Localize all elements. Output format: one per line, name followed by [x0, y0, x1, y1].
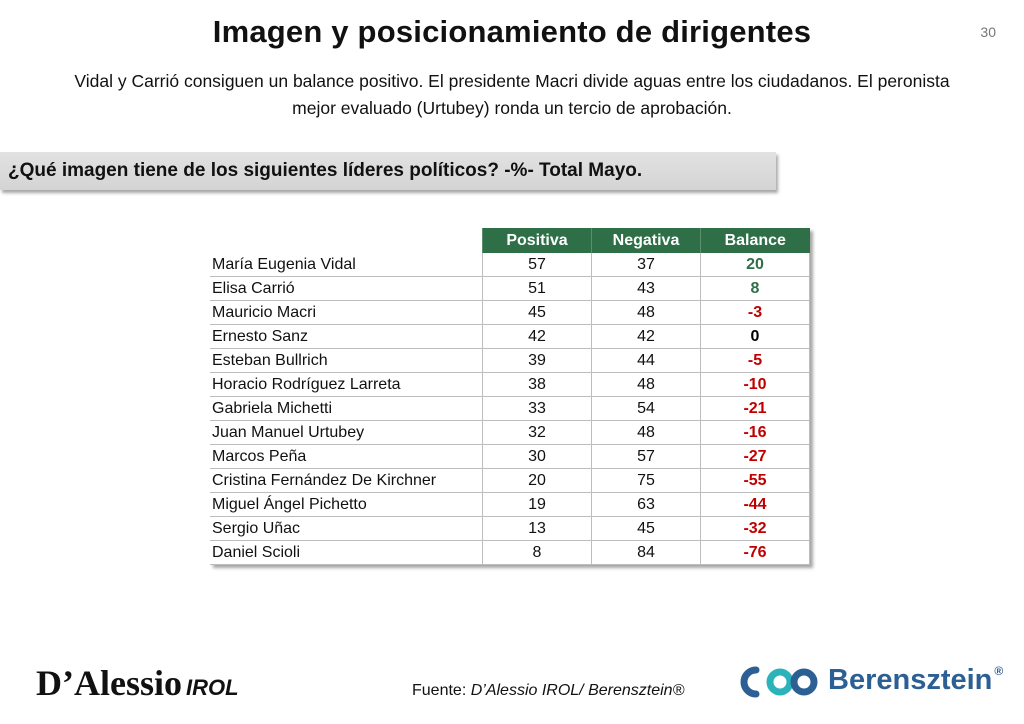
balance-cell: 20: [700, 253, 810, 277]
table-row: Daniel Scioli 8 84 -76: [210, 540, 810, 565]
leader-name-cell: María Eugenia Vidal: [210, 253, 483, 277]
positiva-cell: 32: [482, 420, 592, 445]
subtitle-line-1: Vidal y Carrió consiguen un balance posi…: [74, 71, 950, 91]
positiva-cell: 33: [482, 396, 592, 421]
positiva-cell: 20: [482, 468, 592, 493]
leader-name-cell: Marcos Peña: [210, 444, 483, 469]
positiva-cell: 8: [482, 540, 592, 565]
question-banner: ¿Qué imagen tiene de los siguientes líde…: [0, 152, 776, 190]
positiva-cell: 19: [482, 492, 592, 517]
dalessio-irol-logo: D’Alessio IROL: [36, 662, 239, 704]
table-row: María Eugenia Vidal 57 37 20: [210, 253, 810, 277]
source-note: Fuente: D’Alessio IROL/ Berensztein®: [412, 682, 684, 700]
table-row: Cristina Fernández De Kirchner 20 75 -55: [210, 468, 810, 493]
positiva-cell: 13: [482, 516, 592, 541]
berensztein-name: Berensztein: [828, 664, 993, 696]
table-row: Gabriela Michetti 33 54 -21: [210, 396, 810, 421]
balance-cell: -32: [700, 516, 810, 541]
table-row: Esteban Bullrich 39 44 -5: [210, 348, 810, 373]
negativa-cell: 75: [591, 468, 701, 493]
leader-name-cell: Esteban Bullrich: [210, 348, 483, 373]
negativa-cell: 54: [591, 396, 701, 421]
column-header-balance: Balance: [700, 228, 810, 253]
leaders-table: Positiva Negativa Balance María Eugenia …: [210, 228, 810, 565]
leader-name-cell: Mauricio Macri: [210, 300, 483, 325]
image-table: Positiva Negativa Balance María Eugenia …: [210, 228, 810, 565]
source-prefix: Fuente:: [412, 682, 471, 699]
negativa-cell: 44: [591, 348, 701, 373]
table-row: Marcos Peña 30 57 -27: [210, 444, 810, 469]
table-row: Horacio Rodríguez Larreta 38 48 -10: [210, 372, 810, 397]
negativa-cell: 63: [591, 492, 701, 517]
leader-name-cell: Daniel Scioli: [210, 540, 483, 565]
table-row: Elisa Carrió 51 43 8: [210, 276, 810, 301]
positiva-cell: 51: [482, 276, 592, 301]
balance-cell: -44: [700, 492, 810, 517]
berensztein-rings-icon: [740, 666, 818, 698]
registered-mark: ®: [994, 664, 1004, 678]
column-header-positiva: Positiva: [482, 228, 592, 253]
berensztein-logo-text: Berensztein ®: [828, 664, 1003, 697]
page-title: Imagen y posicionamiento de dirigentes: [212, 14, 812, 49]
balance-cell: 8: [700, 276, 810, 301]
leader-name-cell: Gabriela Michetti: [210, 396, 483, 421]
berensztein-logo: Berensztein ®: [736, 664, 1006, 700]
leader-name-cell: Sergio Uñac: [210, 516, 483, 541]
negativa-cell: 42: [591, 324, 701, 349]
dalessio-logo-text: D’Alessio: [36, 663, 182, 703]
balance-cell: -10: [700, 372, 810, 397]
balance-cell: -27: [700, 444, 810, 469]
negativa-cell: 43: [591, 276, 701, 301]
leader-name-cell: Horacio Rodríguez Larreta: [210, 372, 483, 397]
subtitle-line-2: mejor evaluado (Urtubey) ronda un tercio…: [292, 98, 732, 118]
negativa-cell: 57: [591, 444, 701, 469]
negativa-cell: 37: [591, 253, 701, 277]
irol-logo-text: IROL: [186, 675, 239, 700]
table-row: Mauricio Macri 45 48 -3: [210, 300, 810, 325]
leader-name-cell: Miguel Ángel Pichetto: [210, 492, 483, 517]
question-text: ¿Qué imagen tiene de los siguientes líde…: [8, 160, 643, 181]
balance-cell: -16: [700, 420, 810, 445]
column-header-negativa: Negativa: [591, 228, 701, 253]
table-row: Juan Manuel Urtubey 32 48 -16: [210, 420, 810, 445]
balance-cell: -76: [700, 540, 810, 565]
leader-name-cell: Cristina Fernández De Kirchner: [210, 468, 483, 493]
source-name: D’Alessio IROL/ Berensztein®: [470, 682, 685, 699]
page-number: 30: [980, 24, 996, 40]
leader-name-cell: Ernesto Sanz: [210, 324, 483, 349]
positiva-cell: 30: [482, 444, 592, 469]
leader-name-cell: Elisa Carrió: [210, 276, 483, 301]
header-blank-cell: [210, 228, 483, 253]
negativa-cell: 84: [591, 540, 701, 565]
positiva-cell: 39: [482, 348, 592, 373]
negativa-cell: 45: [591, 516, 701, 541]
balance-cell: -55: [700, 468, 810, 493]
table-body: María Eugenia Vidal 57 37 20 Elisa Carrió 51 4…: [210, 253, 810, 565]
balance-cell: -3: [700, 300, 810, 325]
table-header-row: Positiva Negativa Balance: [210, 228, 810, 253]
positiva-cell: 57: [482, 253, 592, 277]
subtitle: Vidal y Carrió consiguen un balance posi…: [20, 68, 1004, 122]
table-row: Sergio Uñac 13 45 -32: [210, 516, 810, 541]
balance-cell: -5: [700, 348, 810, 373]
balance-cell: 0: [700, 324, 810, 349]
positiva-cell: 42: [482, 324, 592, 349]
leader-name-cell: Juan Manuel Urtubey: [210, 420, 483, 445]
table-row: Ernesto Sanz 42 42 0: [210, 324, 810, 349]
negativa-cell: 48: [591, 420, 701, 445]
positiva-cell: 38: [482, 372, 592, 397]
table-row: Miguel Ángel Pichetto 19 63 -44: [210, 492, 810, 517]
negativa-cell: 48: [591, 300, 701, 325]
balance-cell: -21: [700, 396, 810, 421]
positiva-cell: 45: [482, 300, 592, 325]
negativa-cell: 48: [591, 372, 701, 397]
